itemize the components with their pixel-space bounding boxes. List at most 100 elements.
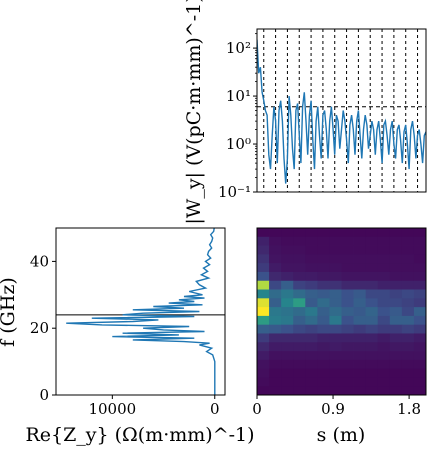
spectrogram-cell	[389, 315, 403, 326]
spectrogram-cell	[341, 245, 354, 255]
spectrogram-cell	[317, 351, 330, 361]
spectrogram-cell	[353, 307, 367, 317]
spectrogram-cell	[269, 228, 282, 238]
spectrogram-cell	[281, 324, 294, 334]
spectrogram-cell	[341, 342, 354, 352]
spectrogram-cell	[401, 359, 415, 370]
spectrogram-cell	[365, 289, 379, 299]
spectrogram-cell	[329, 377, 342, 387]
spectrogram-cell	[293, 315, 306, 326]
spectrogram-cell	[305, 386, 318, 396]
spectrogram-cell	[293, 377, 306, 387]
spectrogram-cell	[317, 280, 330, 290]
spectrogram-cell	[377, 315, 391, 326]
spectrogram-cell	[401, 386, 415, 396]
spectrogram-cell	[329, 359, 342, 370]
spectrogram-cell	[269, 271, 282, 282]
spectrogram-cell	[269, 359, 282, 370]
spectrogram-cell	[389, 351, 403, 361]
spectrogram-cell	[329, 324, 342, 334]
spectrogram-cell	[413, 263, 427, 273]
spectrogram-cell	[401, 307, 415, 317]
spectrogram-cell	[269, 280, 282, 290]
spectrogram-cell	[257, 386, 270, 396]
spectrogram-cell	[305, 271, 318, 282]
spectrogram-cell	[413, 359, 427, 370]
spectrogram-cell	[281, 298, 294, 308]
spectrogram-cell	[317, 245, 330, 255]
spectrogram-cell	[401, 368, 415, 378]
spectrogram-cell	[317, 368, 330, 378]
spectrogram-cell	[329, 280, 342, 290]
spectrogram-cell	[329, 245, 342, 255]
spectrogram-cell	[281, 271, 294, 282]
spectrogram-cell	[341, 359, 354, 370]
spectrogram-cell	[389, 333, 403, 343]
spectrogram-cell	[413, 307, 427, 317]
spectrogram-cell	[341, 236, 354, 246]
impedance-series	[66, 228, 216, 395]
spectrogram-cell	[365, 307, 379, 317]
spectrogram-cell	[269, 307, 282, 317]
spectrogram-cell	[329, 333, 342, 343]
spectrogram-cell	[353, 245, 367, 255]
spectrogram-cell	[401, 342, 415, 352]
spectrogram-cell	[257, 271, 270, 282]
spectrogram-cell	[269, 289, 282, 299]
spectrogram-cell	[281, 263, 294, 273]
spectrogram-cell	[353, 386, 367, 396]
impedance-y-tick-label: 40	[30, 252, 49, 270]
spectrogram-cell	[341, 368, 354, 378]
spectrogram-cell	[413, 386, 427, 396]
spectrogram-cell	[389, 254, 403, 264]
spectrogram-cell	[293, 271, 306, 282]
spectrogram-cell	[365, 377, 379, 387]
spectrogram-cell	[401, 324, 415, 334]
spectrogram-cell	[317, 324, 330, 334]
spectrogram-cell	[401, 333, 415, 343]
spectrogram-cell	[281, 236, 294, 246]
spectrogram-cell	[329, 342, 342, 352]
spectrogram-cell	[257, 359, 270, 370]
spectrogram-panel: 0 0.9 1.8 s (m)	[252, 227, 427, 446]
spectrogram-cell	[353, 333, 367, 343]
spectrogram-cell	[377, 386, 391, 396]
spectrogram-cell	[413, 289, 427, 299]
spectrogram-cell	[389, 228, 403, 238]
spectrogram-cell	[329, 386, 342, 396]
spectrogram-cell	[353, 298, 367, 308]
spectrogram-cell	[269, 254, 282, 264]
spectrogram-cell	[341, 351, 354, 361]
spectrogram-cell	[269, 351, 282, 361]
spectrogram-cell	[365, 351, 379, 361]
spectrogram-cell	[305, 324, 318, 334]
spectrogram-cell	[341, 333, 354, 343]
spectrogram-cell	[305, 280, 318, 290]
spectrogram-cell	[293, 298, 306, 308]
spectrogram-cell	[341, 271, 354, 282]
spectrogram-cell	[353, 271, 367, 282]
spectrogram-cell	[413, 351, 427, 361]
spectrogram-cell	[269, 342, 282, 352]
spectrogram-cell	[341, 377, 354, 387]
spectrogram-axes-frame	[256, 227, 427, 396]
spectrogram-x-axis-label: s (m)	[317, 424, 366, 446]
spectrogram-cell	[353, 254, 367, 264]
wake-y-tick-label: 10⁻¹	[218, 183, 251, 201]
spectrogram-cell	[269, 368, 282, 378]
spectrogram-cell	[293, 254, 306, 264]
spectrogram-cell	[389, 386, 403, 396]
spectrogram-cell	[377, 333, 391, 343]
spectrogram-cell	[317, 377, 330, 387]
spectrogram-cell	[293, 359, 306, 370]
spectrogram-x-tick-label: 0	[252, 400, 262, 418]
spectrogram-cell	[377, 342, 391, 352]
impedance-x-ticks: 10000 0	[88, 395, 220, 418]
spectrogram-cell	[353, 377, 367, 387]
spectrogram-cell	[389, 280, 403, 290]
impedance-y-ticks: 0 20 40	[30, 252, 56, 404]
spectrogram-cell	[293, 245, 306, 255]
spectrogram-cell	[341, 263, 354, 273]
spectrogram-cell	[281, 280, 294, 290]
spectrogram-cell	[329, 228, 342, 238]
